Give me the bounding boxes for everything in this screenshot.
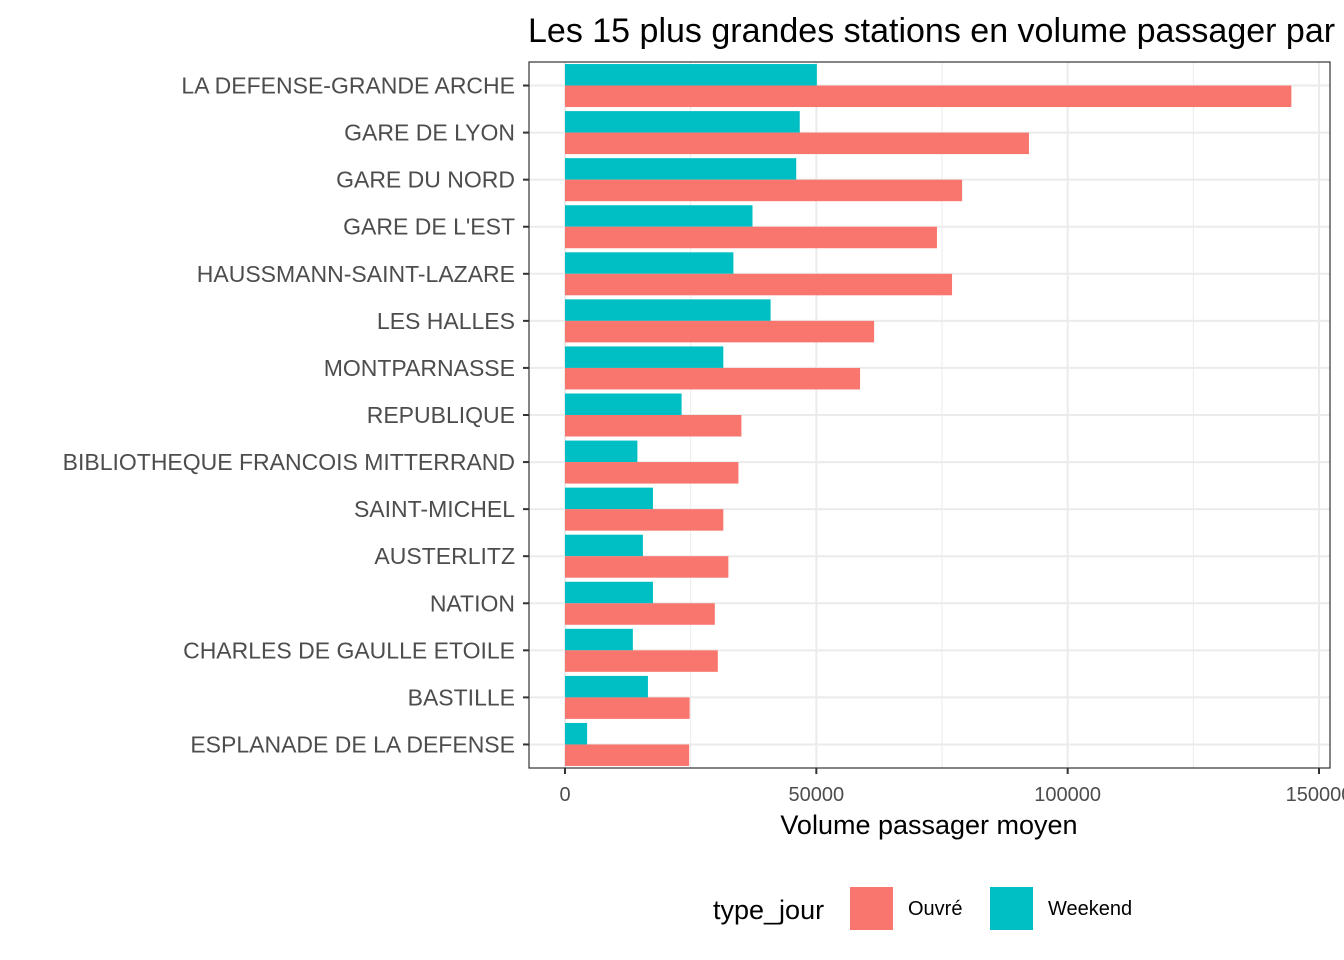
y-tick-label: BIBLIOTHEQUE FRANCOIS MITTERRAND <box>63 449 515 475</box>
bar-ouvre <box>565 556 729 578</box>
legend-label-ouvre: Ouvré <box>908 898 962 920</box>
y-axis: LA DEFENSE-GRANDE ARCHE GARE DE LYON GARE … <box>63 73 529 757</box>
bar-weekend <box>565 581 653 604</box>
legend-key-weekend <box>990 887 1033 930</box>
y-tick-label: SAINT-MICHEL <box>354 496 515 522</box>
bar-weekend <box>565 628 633 651</box>
x-tick-label: 0 <box>559 784 570 806</box>
y-tick-label: NATION <box>430 590 515 616</box>
bar-ouvre <box>565 85 1292 108</box>
bar-ouvre <box>565 132 1029 155</box>
bar-ouvre <box>565 226 937 249</box>
bar-ouvre <box>565 650 718 672</box>
x-axis-title: Volume passager moyen <box>780 810 1077 840</box>
x-tick-label: 50000 <box>789 784 845 806</box>
legend-key-ouvre <box>850 887 893 930</box>
bar-weekend <box>565 534 643 557</box>
bar-ouvre <box>565 273 953 296</box>
bar-weekend <box>565 675 648 698</box>
y-tick-label: LA DEFENSE-GRANDE ARCHE <box>181 73 515 99</box>
plot-panel <box>528 61 1331 769</box>
bar-ouvre <box>565 320 875 343</box>
bar-ouvre <box>565 415 742 437</box>
legend-title: type_jour <box>713 895 824 925</box>
bar-weekend <box>565 205 753 227</box>
y-tick-label: GARE DU NORD <box>336 167 515 193</box>
legend-label-weekend: Weekend <box>1048 898 1132 920</box>
y-tick-label: AUSTERLITZ <box>374 543 515 569</box>
bar-weekend <box>565 64 817 86</box>
y-tick-label: GARE DE LYON <box>344 120 515 146</box>
y-tick-label: BASTILLE <box>408 684 515 710</box>
x-tick-label: 100000 <box>1034 784 1101 806</box>
chart-title: Les 15 plus grandes stations en volume p… <box>528 12 1344 50</box>
x-axis: 0 50000 100000 150000 <box>559 768 1344 806</box>
y-tick-label: REPUBLIQUE <box>367 402 515 428</box>
y-tick-label: GARE DE L'EST <box>343 214 515 240</box>
y-tick-label: HAUSSMANN-SAINT-LAZARE <box>197 261 515 287</box>
bar-weekend <box>565 158 797 180</box>
y-tick-label: ESPLANADE DE LA DEFENSE <box>190 731 515 757</box>
bar-ouvre <box>565 367 861 390</box>
bar-weekend <box>565 722 588 745</box>
bar-ouvre <box>565 697 690 719</box>
bar-weekend <box>565 346 724 368</box>
bar-weekend <box>565 440 638 463</box>
y-tick-label: CHARLES DE GAULLE ETOILE <box>183 637 515 663</box>
bar-ouvre <box>565 744 690 766</box>
legend: type_jour Ouvré Weekend <box>713 887 1132 930</box>
y-tick-label: MONTPARNASSE <box>324 355 515 381</box>
bar-ouvre <box>565 462 739 484</box>
bar-weekend <box>565 299 771 321</box>
bar-weekend <box>565 393 682 415</box>
bar-ouvre <box>565 603 715 625</box>
y-tick-label: LES HALLES <box>377 308 515 334</box>
bar-weekend <box>565 487 653 510</box>
bar-weekend <box>565 111 800 133</box>
bar-ouvre <box>565 179 963 202</box>
bar-weekend <box>565 252 734 274</box>
bar-ouvre <box>565 509 724 531</box>
x-tick-label: 150000 <box>1286 784 1344 806</box>
